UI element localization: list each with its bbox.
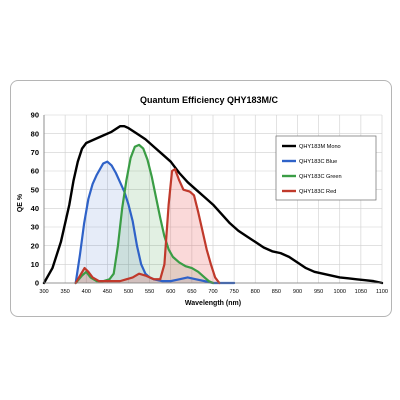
x-tick-label: 1050 [355, 289, 367, 295]
series-fill-1 [75, 161, 235, 283]
y-tick-label: 60 [31, 167, 39, 176]
y-tick-label: 0 [35, 279, 39, 288]
series-fill-2 [75, 144, 213, 283]
qe-chart: Quantum Efficiency QHY183M/C 0 10 20 30 40 50… [17, 95, 388, 307]
x-tick-label: 1100 [376, 289, 388, 295]
y-tick-label: 80 [31, 129, 39, 138]
y-tick-label: 10 [31, 260, 39, 269]
series-fill-3 [75, 169, 220, 283]
x-tick-label: 350 [60, 289, 69, 295]
series-line-1 [74, 160, 236, 285]
legend: QHY183M Mono QHY183C Blue QHY183C Green QHY… [275, 135, 377, 201]
x-tick-label: 900 [293, 289, 302, 295]
x-tick-label: 950 [314, 289, 323, 295]
y-tick-label: 20 [31, 241, 39, 250]
x-tick-label: 700 [208, 289, 217, 295]
x-tick-label: 550 [145, 289, 154, 295]
x-tick-label: 1000 [334, 289, 346, 295]
y-tick-label: 90 [31, 111, 39, 120]
series-lines [42, 125, 384, 285]
y-axis-label: QE % [17, 193, 24, 212]
y-tick-label: 70 [31, 148, 39, 157]
legend-entry: QHY183C Red [299, 189, 336, 195]
series-line-3 [74, 168, 221, 285]
legend-entry: QHY183M Mono [299, 144, 341, 150]
x-tick-label: 750 [229, 289, 238, 295]
y-tick-label: 30 [31, 223, 39, 232]
series-fills [75, 144, 235, 283]
x-tick-label: 800 [251, 289, 260, 295]
x-tick-label: 600 [166, 289, 175, 295]
x-tick-label: 650 [187, 289, 196, 295]
chart-title: Quantum Efficiency QHY183M/C [140, 95, 279, 105]
axes: 0 10 20 30 40 50 60 70 80 90 300 350 400 450 500 550 600… [31, 111, 388, 295]
x-axis-label: Wavelength (nm) [185, 300, 241, 307]
x-tick-label: 500 [124, 289, 133, 295]
series-line-0 [42, 125, 384, 285]
y-tick-label: 50 [31, 185, 39, 194]
x-tick-label: 450 [103, 289, 112, 295]
x-tick-label: 850 [272, 289, 281, 295]
y-tick-label: 40 [31, 204, 39, 213]
legend-entry: QHY183C Green [299, 174, 342, 180]
x-tick-label: 300 [39, 289, 48, 295]
chart-frame: Quantum Efficiency QHY183M/C 0 10 20 30 40 50… [10, 80, 392, 317]
legend-entry: QHY183C Blue [299, 159, 337, 165]
x-tick-label: 400 [82, 289, 91, 295]
